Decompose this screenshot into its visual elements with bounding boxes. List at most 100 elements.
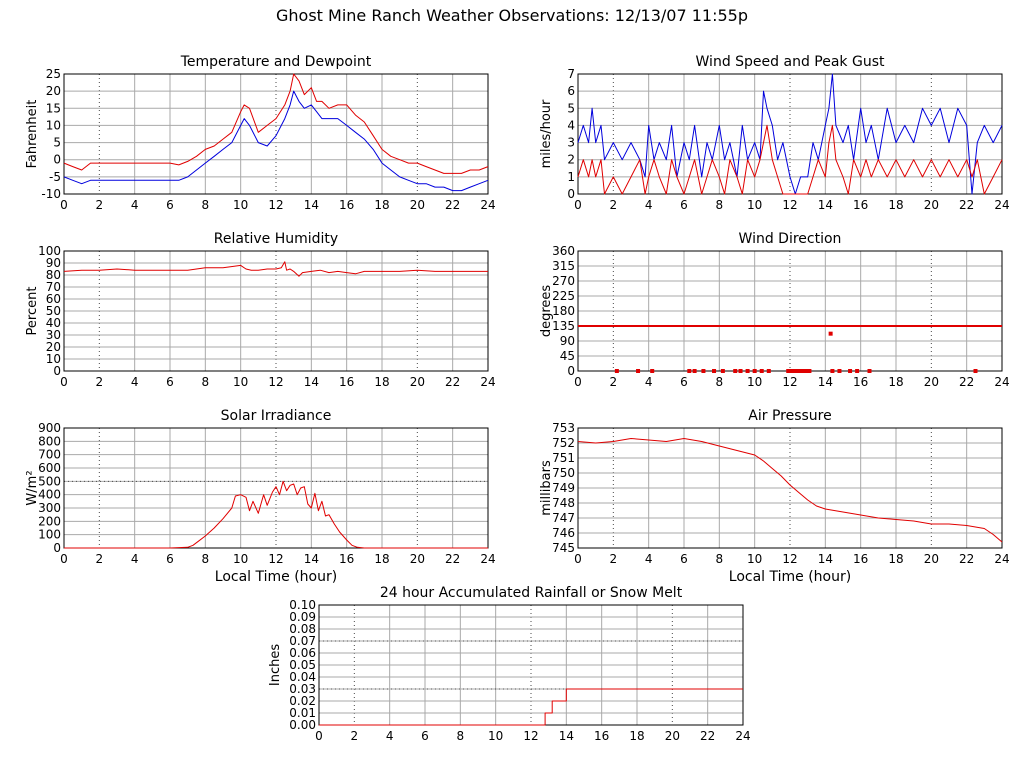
pressure-xtick-label: 20 <box>924 552 939 566</box>
wdir-point <box>973 369 978 373</box>
temp-ylabel: Fahrenheit <box>25 100 40 169</box>
wdir-point <box>712 369 717 373</box>
wind-xtick-label: 14 <box>818 198 833 212</box>
wind-series-0 <box>577 73 1003 195</box>
solar-frame <box>63 427 489 549</box>
wdir-point <box>793 369 798 373</box>
solar-ytick-label: 0 <box>53 541 61 555</box>
wdir-point <box>701 369 706 373</box>
rain-xtick-label: 4 <box>386 729 394 743</box>
temp-xtick-label: 18 <box>374 198 389 212</box>
rain-xtick-label: 8 <box>457 729 465 743</box>
rain-ytick-label: 0.08 <box>289 622 316 636</box>
rh-xtick-label: 16 <box>339 375 354 389</box>
wind-xtick-label: 18 <box>888 198 903 212</box>
wind-xtick-label: 8 <box>716 198 724 212</box>
wdir-point <box>855 369 860 373</box>
rain-series-0 <box>319 688 743 726</box>
wind-ylabel: miles/hour <box>539 99 554 168</box>
temp-xtick-label: 12 <box>268 198 283 212</box>
wdir-point <box>752 369 757 373</box>
rh-ytick-label: 100 <box>38 244 61 258</box>
rh-ytick-label: 70 <box>46 280 61 294</box>
wdir-point <box>692 369 697 373</box>
pressure-xtick-label: 18 <box>888 552 903 566</box>
wdir-xtick-label: 22 <box>959 375 974 389</box>
wind-ytick-label: 3 <box>567 136 575 150</box>
rh-xtick-label: 2 <box>96 375 104 389</box>
solar-ytick-label: 900 <box>38 421 61 435</box>
solar-xlabel: Local Time (hour) <box>215 569 337 585</box>
rain-ytick-label: 0.02 <box>289 694 316 708</box>
wind-xtick-label: 6 <box>680 198 688 212</box>
wdir-xtick-label: 4 <box>645 375 653 389</box>
wdir-xtick-label: 14 <box>818 375 833 389</box>
solar-xtick-label: 14 <box>304 552 319 566</box>
pressure-ytick-label: 745 <box>552 541 575 555</box>
rh-title: Relative Humidity <box>214 231 338 247</box>
solar-series-0 <box>64 480 488 549</box>
solar-ylabel: W/m² <box>25 470 40 505</box>
wdir-point <box>733 369 738 373</box>
wdir-point <box>837 369 842 373</box>
pressure-ytick-label: 746 <box>552 526 575 540</box>
solar-ytick-label: 400 <box>38 488 61 502</box>
solar-xtick-label: 0 <box>60 552 68 566</box>
pressure-xtick-label: 6 <box>680 552 688 566</box>
pressure-ytick-label: 750 <box>552 466 575 480</box>
wdir-xtick-label: 10 <box>747 375 762 389</box>
wdir-point <box>745 369 750 373</box>
rh-xtick-label: 18 <box>374 375 389 389</box>
wdir-xtick-label: 16 <box>853 375 868 389</box>
temp-ytick-label: 20 <box>46 84 61 98</box>
rh-ytick-label: 0 <box>53 364 61 378</box>
rain-ytick-label: 0.05 <box>289 658 316 672</box>
wdir-ylabel: degrees <box>539 285 554 338</box>
solar-ytick-label: 600 <box>38 461 61 475</box>
temp-frame <box>63 73 489 195</box>
wdir-ytick-label: 135 <box>552 319 575 333</box>
solar-xtick-label: 6 <box>166 552 174 566</box>
rain-xtick-label: 0 <box>315 729 323 743</box>
temp-xtick-label: 22 <box>445 198 460 212</box>
solar-ytick-label: 800 <box>38 434 61 448</box>
wind-xtick-label: 0 <box>574 198 582 212</box>
pressure-xtick-label: 2 <box>610 552 618 566</box>
temp-ytick-label: 25 <box>46 67 61 81</box>
wdir-xtick-label: 18 <box>888 375 903 389</box>
solar-xtick-label: 22 <box>445 552 460 566</box>
pressure-frame <box>577 427 1003 549</box>
rh-ytick-label: 60 <box>46 292 61 306</box>
wdir-point <box>828 331 833 336</box>
wdir-xtick-label: 6 <box>680 375 688 389</box>
wdir-point <box>867 369 872 373</box>
rain-title: 24 hour Accumulated Rainfall or Snow Mel… <box>380 585 683 601</box>
temp-series-0 <box>63 73 489 174</box>
wdir-point <box>720 369 725 373</box>
rh-xtick-label: 22 <box>445 375 460 389</box>
temp-ytick-label: -10 <box>41 187 61 201</box>
solar-title: Solar Irradiance <box>221 408 332 424</box>
wdir-point <box>738 369 743 373</box>
pressure-xtick-label: 14 <box>818 552 833 566</box>
rain-ytick-label: 0.07 <box>289 634 316 648</box>
wdir-title: Wind Direction <box>739 231 842 247</box>
wdir-xtick-label: 2 <box>610 375 618 389</box>
wdir-ytick-label: 0 <box>567 364 575 378</box>
wdir-point <box>789 369 794 373</box>
wdir-point <box>650 369 655 373</box>
wdir-xtick-label: 12 <box>782 375 797 389</box>
wdir-xtick-label: 8 <box>716 375 724 389</box>
rain-xtick-label: 6 <box>421 729 429 743</box>
wdir-point <box>807 369 812 373</box>
rain-ytick-label: 0.03 <box>289 682 316 696</box>
solar-ytick-label: 100 <box>38 528 61 542</box>
rh-ytick-label: 90 <box>46 256 61 270</box>
rh-series-0 <box>63 261 488 277</box>
pressure-ylabel: millibars <box>539 460 554 516</box>
